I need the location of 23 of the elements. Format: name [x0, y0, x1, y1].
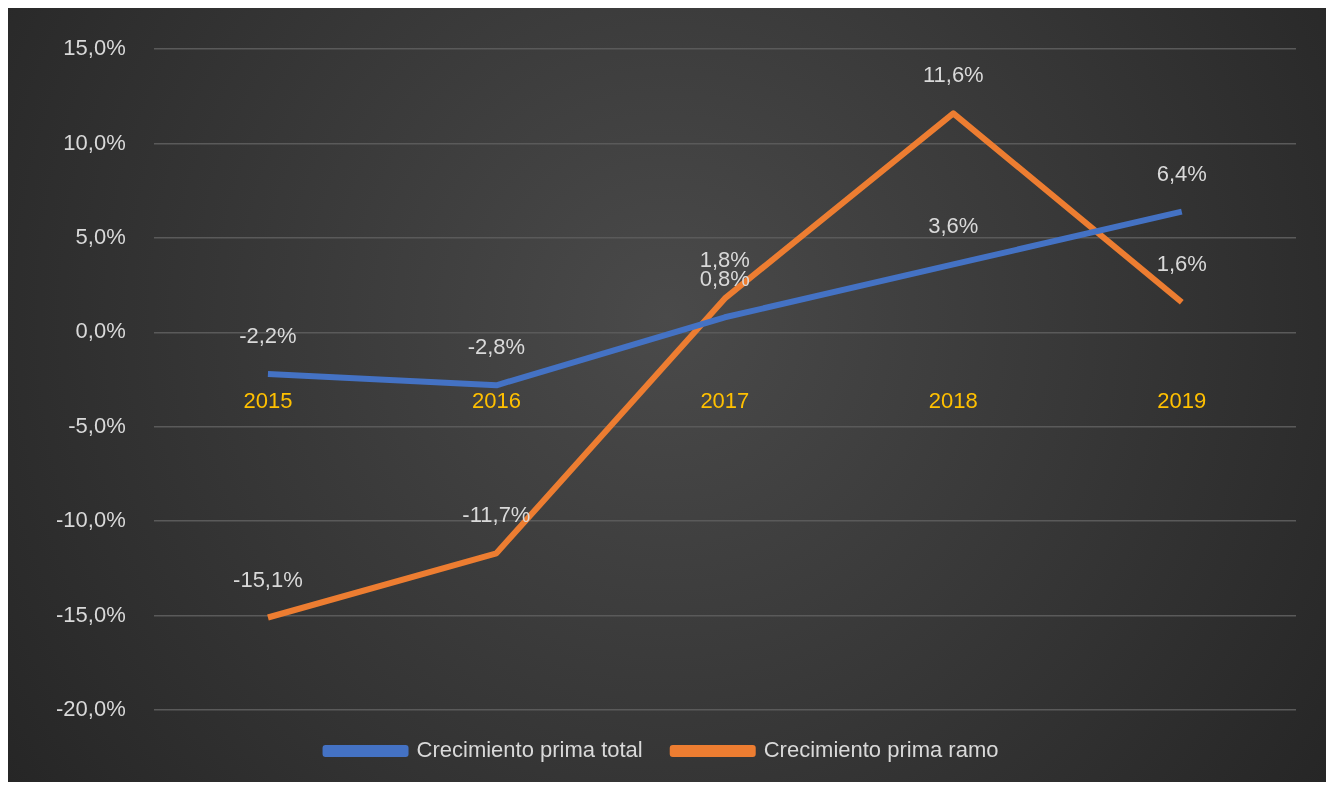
x-tick-label: 2019	[1157, 387, 1207, 413]
data-label: -15,1%	[233, 566, 303, 592]
data-label: -2,2%	[239, 323, 297, 348]
y-tick-label: -15,0%	[55, 601, 126, 627]
y-tick-label: -20,0%	[55, 696, 126, 722]
x-tick-label: 2015	[243, 387, 293, 413]
y-tick-label: 15,0%	[63, 35, 126, 61]
y-tick-label: -10,0%	[55, 507, 126, 533]
data-label: 11,6%	[922, 62, 984, 88]
y-tick-label: -5,0%	[68, 412, 126, 438]
data-label: 6,4%	[1156, 160, 1207, 186]
x-tick-label: 2018	[928, 387, 978, 413]
y-tick-label: 10,0%	[63, 129, 126, 155]
x-tick-label: 2016	[471, 387, 521, 413]
data-label: 1,6%	[1156, 251, 1207, 277]
legend-label: Crecimiento prima total	[416, 737, 643, 763]
x-tick-label: 2017	[700, 387, 750, 413]
y-tick-label: 5,0%	[75, 224, 126, 250]
data-label: 3,6%	[928, 213, 979, 239]
legend-label: Crecimiento prima ramo	[763, 737, 999, 763]
data-label: -11,7%	[462, 502, 531, 528]
y-tick-label: 0,0%	[75, 318, 126, 344]
data-label: -2,8%	[467, 334, 526, 360]
